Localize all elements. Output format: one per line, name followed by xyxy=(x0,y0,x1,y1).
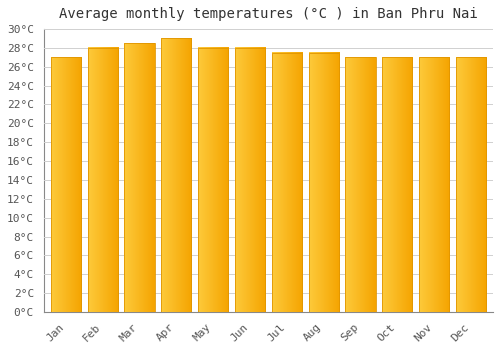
Bar xyxy=(419,57,449,312)
Title: Average monthly temperatures (°C ) in Ban Phru Nai: Average monthly temperatures (°C ) in Ba… xyxy=(59,7,478,21)
Bar xyxy=(235,48,265,312)
Bar xyxy=(161,38,192,312)
Bar xyxy=(272,52,302,312)
Bar xyxy=(124,43,154,312)
Bar xyxy=(346,57,376,312)
Bar xyxy=(382,57,412,312)
Bar xyxy=(88,48,118,312)
Bar xyxy=(198,48,228,312)
Bar xyxy=(456,57,486,312)
Bar xyxy=(50,57,81,312)
Bar xyxy=(308,52,338,312)
